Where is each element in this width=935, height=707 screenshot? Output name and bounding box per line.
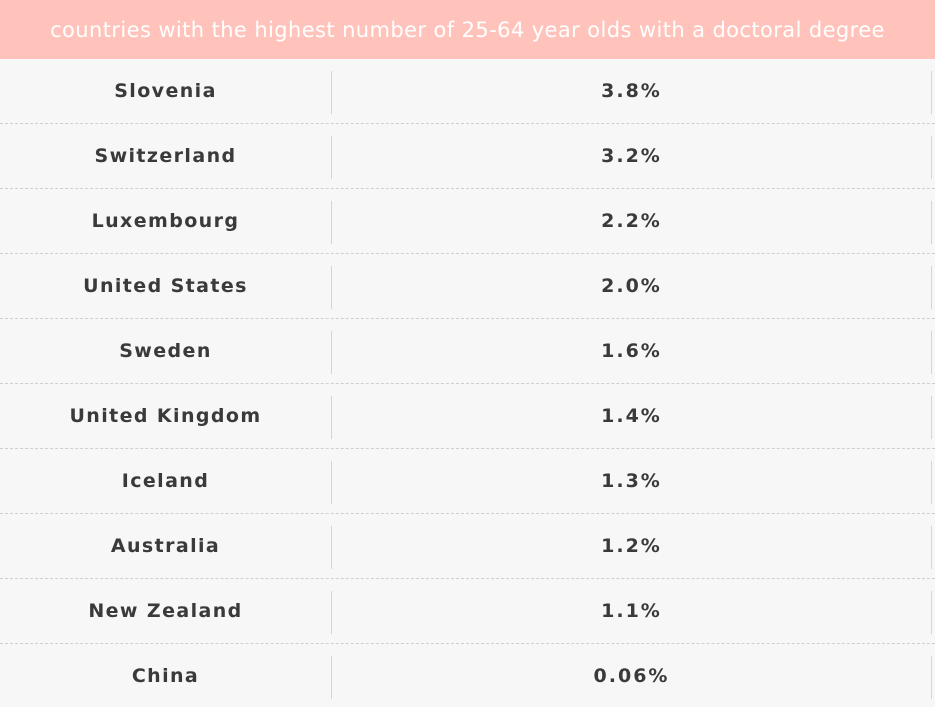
table-row: Australia 1.2%: [0, 514, 935, 579]
table-title: countries with the highest number of 25-…: [0, 0, 935, 59]
value-cell: 1.4%: [601, 405, 662, 427]
column-divider: [331, 136, 332, 179]
column-divider-right: [931, 526, 932, 569]
table-row: United Kingdom 1.4%: [0, 384, 935, 449]
column-divider-right: [931, 591, 932, 634]
column-divider-right: [931, 71, 932, 114]
column-divider: [331, 396, 332, 439]
column-divider-right: [931, 396, 932, 439]
column-divider-right: [931, 136, 932, 179]
value-cell: 2.0%: [601, 275, 662, 297]
country-cell: Slovenia: [114, 80, 217, 102]
country-cell: Australia: [110, 535, 221, 557]
table-row: Iceland 1.3%: [0, 449, 935, 514]
table-row: Slovenia 3.8%: [0, 59, 935, 124]
table-body: Slovenia 3.8% Switzerland 3.2% Luxembourg 2.2…: [0, 59, 935, 707]
value-cell: 2.2%: [601, 210, 662, 232]
country-cell: Switzerland: [94, 145, 237, 167]
table-row: Sweden 1.6%: [0, 319, 935, 384]
value-cell: 1.6%: [601, 340, 662, 362]
table-row: New Zealand 1.1%: [0, 579, 935, 644]
country-cell: China: [131, 665, 200, 687]
column-divider: [331, 331, 332, 374]
column-divider: [331, 461, 332, 504]
table-row: China 0.06%: [0, 644, 935, 707]
table-row: Switzerland 3.2%: [0, 124, 935, 189]
country-cell: United States: [83, 275, 248, 297]
column-divider-right: [931, 201, 932, 244]
column-divider-right: [931, 656, 932, 699]
value-cell: 1.3%: [601, 470, 662, 492]
column-divider-right: [931, 331, 932, 374]
country-cell: Iceland: [121, 470, 210, 492]
country-cell: New Zealand: [88, 600, 243, 622]
country-cell: Sweden: [119, 340, 212, 362]
value-cell: 1.1%: [601, 600, 662, 622]
column-divider: [331, 71, 332, 114]
value-cell: 3.8%: [601, 80, 662, 102]
column-divider: [331, 201, 332, 244]
country-cell: United Kingdom: [69, 405, 262, 427]
column-divider-right: [931, 266, 932, 309]
column-divider: [331, 656, 332, 699]
country-cell: Luxembourg: [91, 210, 240, 232]
table-row: Luxembourg 2.2%: [0, 189, 935, 254]
column-divider: [331, 526, 332, 569]
value-cell: 3.2%: [601, 145, 662, 167]
table-row: United States 2.0%: [0, 254, 935, 319]
column-divider: [331, 266, 332, 309]
column-divider: [331, 591, 332, 634]
column-divider-right: [931, 461, 932, 504]
value-cell: 1.2%: [601, 535, 662, 557]
value-cell: 0.06%: [593, 665, 670, 687]
